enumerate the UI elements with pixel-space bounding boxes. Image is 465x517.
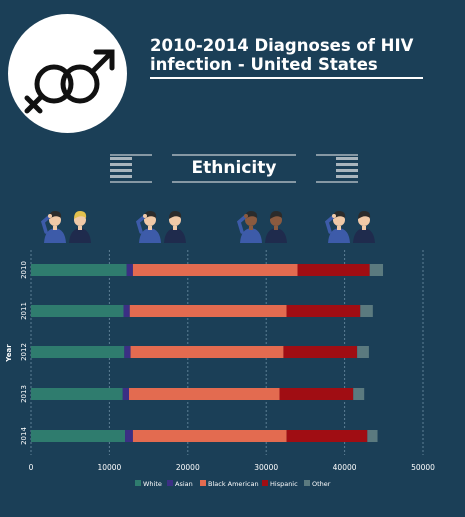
- legend-label: Black American: [208, 480, 259, 488]
- bar-segment: [367, 430, 378, 442]
- y-tick-label: 2014: [20, 427, 28, 445]
- x-tick-label: 30000: [254, 463, 278, 472]
- legend-label: Asian: [175, 480, 193, 488]
- bar-segment: [31, 305, 124, 317]
- title-underline: [150, 77, 423, 79]
- x-tick-label: 10000: [97, 463, 121, 472]
- bar-segment: [124, 346, 131, 358]
- bar-segment: [283, 346, 358, 358]
- y-tick-label: 2011: [20, 302, 28, 320]
- legend-swatch: [200, 480, 206, 486]
- bar-segment: [31, 388, 123, 400]
- section-frame: [110, 154, 358, 183]
- chart-bars: [31, 264, 384, 442]
- x-tick-label: 0: [29, 463, 34, 472]
- legend-swatch: [262, 480, 268, 486]
- legend-label: Other: [312, 480, 331, 488]
- person-icon: [353, 211, 375, 243]
- legend-swatch: [167, 480, 173, 486]
- bar-segment: [122, 388, 129, 400]
- y-tick-label: 2010: [20, 261, 28, 279]
- bar-segment: [357, 346, 369, 358]
- bar-segment: [123, 305, 130, 317]
- male-female-symbols-icon: [24, 49, 115, 114]
- person-icon: [324, 211, 350, 243]
- y-axis-label: Year: [5, 344, 13, 363]
- bar-segment: [126, 264, 133, 276]
- chart-legend: White Asian Black American Hispanic Other: [135, 480, 331, 488]
- x-tick-label: 50000: [411, 463, 435, 472]
- stacked-bar-chart: 0 10000 20000 30000 40000 50000 2010 2011 2012 20…: [5, 211, 435, 488]
- legend-swatch: [135, 480, 141, 486]
- bar-segment: [129, 388, 280, 400]
- bar-segment: [132, 264, 298, 276]
- page-title: 2010-2014 Diagnoses of HIV infection - U…: [150, 36, 414, 74]
- person-icon: [135, 211, 161, 243]
- person-icon: [236, 211, 262, 243]
- bar-segment: [279, 388, 354, 400]
- bar-segment: [31, 346, 125, 358]
- logo-badge: [8, 14, 127, 133]
- person-icon: [69, 211, 91, 243]
- bar-segment: [353, 388, 365, 400]
- person-icon: [40, 211, 66, 243]
- bar-segment: [360, 305, 373, 317]
- bar-segment: [132, 430, 287, 442]
- person-icon: [265, 211, 287, 243]
- legend-swatch: [304, 480, 310, 486]
- y-tick-label: 2012: [20, 343, 28, 361]
- bar-segment: [129, 305, 287, 317]
- bar-segment: [31, 430, 126, 442]
- person-icon: [164, 211, 186, 243]
- section-heading: Ethnicity: [110, 152, 358, 186]
- bar-segment: [369, 264, 384, 276]
- legend-label: Hispanic: [270, 480, 298, 488]
- bar-segment: [31, 264, 127, 276]
- chart-axes: 0 10000 20000 30000 40000 50000 2010 2011 2012 20…: [5, 261, 435, 472]
- x-tick-label: 40000: [333, 463, 357, 472]
- bar-segment: [297, 264, 370, 276]
- bar-segment: [286, 430, 368, 442]
- legend-label: White: [143, 480, 162, 488]
- bar-segment: [286, 305, 361, 317]
- bar-segment: [130, 346, 284, 358]
- people-icons: [40, 211, 375, 243]
- section-label: Ethnicity: [191, 158, 277, 178]
- y-tick-label: 2013: [20, 385, 28, 403]
- x-tick-label: 20000: [176, 463, 200, 472]
- bar-segment: [125, 430, 133, 442]
